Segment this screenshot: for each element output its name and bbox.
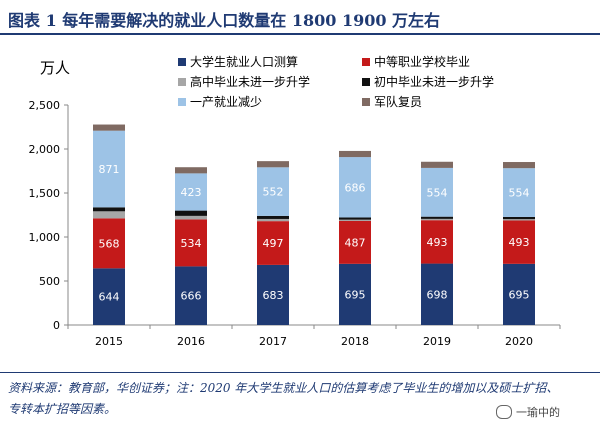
data-label: 497 (263, 237, 284, 250)
x-tick-label: 2016 (177, 335, 205, 348)
source-note: 资料来源：教育部，华创证券；注：2020 年大学生就业人口的估算考虑了毕业生的增… (8, 381, 559, 416)
data-label: 871 (99, 163, 120, 176)
bar-segment (339, 263, 371, 325)
bar-segment (421, 220, 453, 264)
bar-segment (421, 218, 453, 221)
data-label: 568 (99, 237, 120, 250)
bar-segment (339, 150, 371, 158)
bar-segment (175, 215, 207, 220)
x-tick-label: 2018 (341, 335, 369, 348)
legend-label: 大学生就业人口测算 (190, 54, 298, 69)
bar-segment (175, 210, 207, 216)
title-bar: 图表 1 每年需要解决的就业人口数量在 1800 1900 万左右 (0, 0, 600, 33)
y-tick-label: 2,000 (29, 143, 61, 156)
y-tick-label: 1,500 (29, 187, 61, 200)
bar-segment (257, 161, 289, 168)
data-label: 552 (263, 186, 284, 199)
title-divider (0, 33, 600, 35)
bar-segment (421, 161, 453, 168)
legend-swatch (362, 98, 370, 106)
watermark-text: 一瑜中的 (516, 406, 560, 419)
chart-area: 万人 0 500 1,000 1,500 2,000 2,500 644 568 871 2015 6… (0, 36, 600, 372)
wechat-icon (496, 405, 512, 419)
chart-title: 图表 1 每年需要解决的就业人口数量在 1800 1900 万左右 (8, 11, 441, 30)
bar-segment (503, 162, 535, 169)
data-label: 666 (181, 290, 202, 303)
y-tick-label: 1,000 (29, 231, 61, 244)
bar-segment (175, 173, 207, 211)
legend-label: 一产就业减少 (190, 95, 262, 109)
legend-swatch (362, 78, 370, 86)
data-label: 493 (427, 236, 448, 249)
bottom-divider (0, 372, 600, 373)
bar-segment (421, 263, 453, 325)
bar-segment (93, 124, 125, 131)
bar-segment (503, 220, 535, 264)
legend-label: 高中毕业未进一步升学 (190, 74, 310, 89)
bar-segment (421, 216, 453, 219)
bar-segment (339, 217, 371, 220)
data-label: 683 (263, 289, 284, 302)
legend-label: 初中毕业未进一步升学 (374, 74, 494, 89)
x-tick-label: 2019 (423, 335, 451, 348)
bar-segment (339, 220, 371, 264)
x-tick-label: 2015 (95, 335, 123, 348)
bar-segment (175, 266, 207, 325)
data-label: 644 (99, 291, 120, 304)
bar-segment (175, 167, 207, 174)
data-label: 554 (427, 186, 448, 199)
data-label: 493 (509, 236, 530, 249)
legend-label: 军队复员 (374, 94, 422, 109)
data-label: 554 (509, 187, 530, 200)
bar-segment (257, 221, 289, 265)
y-tick-label: 0 (53, 319, 60, 332)
bar-segment (257, 167, 289, 216)
data-label: 698 (427, 288, 448, 301)
bar-segment (257, 218, 289, 222)
bar-segment (503, 168, 535, 217)
watermark: 一瑜中的 (496, 404, 560, 420)
y-tick-label: 2,500 (29, 99, 61, 112)
bar-segment (93, 130, 125, 208)
legend-swatch (178, 98, 186, 106)
x-tick-label: 2017 (259, 335, 287, 348)
bar-segment (503, 216, 535, 220)
bar-segment (93, 268, 125, 325)
legend-label: 中等职业学校毕业 (374, 54, 470, 69)
bar-segment (93, 207, 125, 212)
bar-segment (257, 215, 289, 219)
stacked-bar-chart: 万人 0 500 1,000 1,500 2,000 2,500 644 568 871 2015 6… (29, 54, 561, 348)
bar-segment (93, 218, 125, 269)
data-label: 695 (345, 288, 366, 301)
legend-swatch (362, 58, 370, 66)
data-label: 686 (345, 181, 366, 194)
legend-swatch (178, 58, 186, 66)
y-tick-label: 500 (39, 275, 60, 288)
data-label: 487 (345, 236, 366, 249)
bar-segment (93, 211, 125, 219)
y-axis-unit-label: 万人 (40, 59, 70, 77)
x-tick-label: 2020 (505, 335, 533, 348)
bar-segment (339, 219, 371, 221)
data-label: 695 (509, 288, 530, 301)
bar-segment (421, 167, 453, 217)
bar-segment (339, 157, 371, 218)
bar-segment (257, 264, 289, 325)
data-label: 534 (181, 237, 202, 250)
legend-swatch (178, 78, 186, 86)
bar-segment (503, 263, 535, 325)
bar-segment (503, 219, 535, 221)
data-label: 423 (181, 186, 202, 199)
bar-segment (175, 219, 207, 267)
